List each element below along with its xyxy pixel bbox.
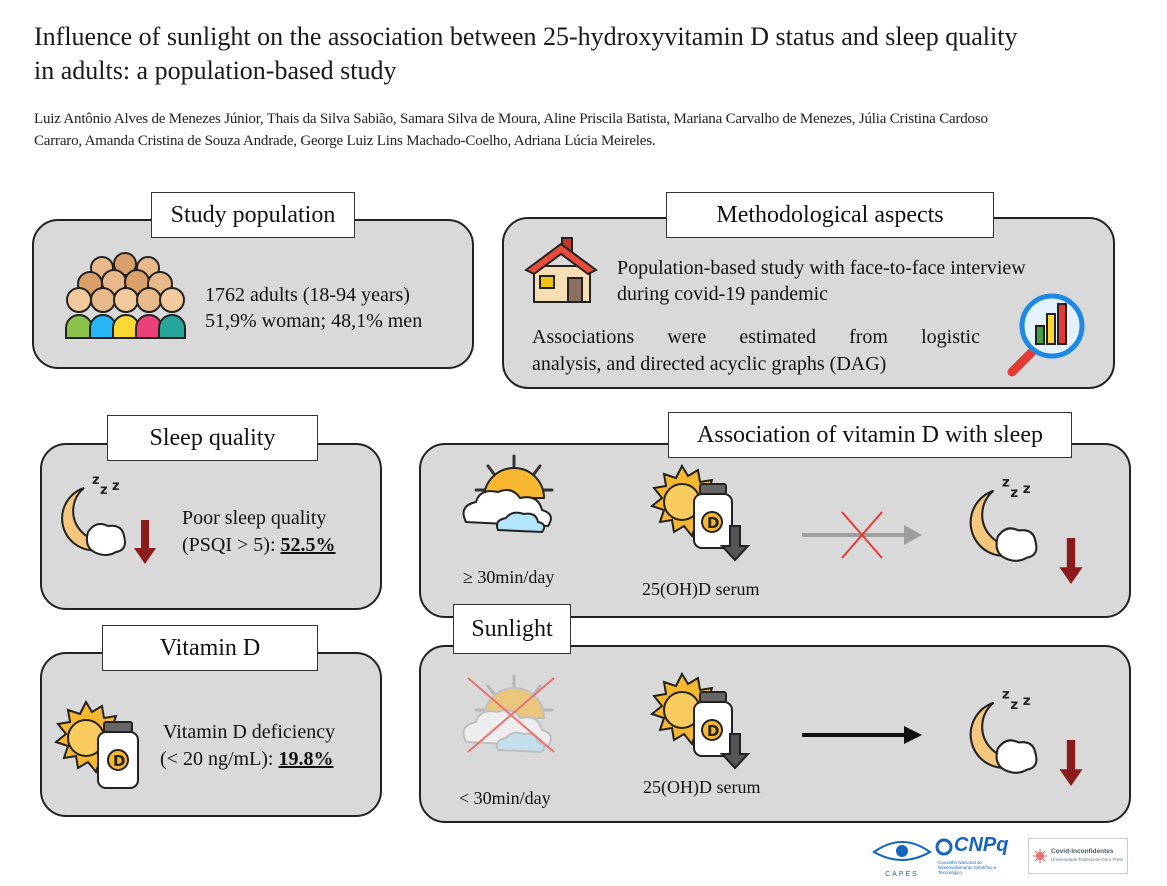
study-population-label: Study population [151,192,355,238]
sun-vitamin-icon: D [649,463,751,562]
svg-text:D: D [707,722,719,740]
svg-text:z: z [1023,693,1031,709]
methodological-panel [502,217,1115,389]
poor-sleep-value: 52.5% [280,534,336,556]
crossed-sun-cloud-icon [462,674,555,754]
svg-text:z: z [100,483,108,498]
svg-text:z: z [1002,475,1010,491]
population-count: 1762 adults (18-94 years) [205,284,410,306]
right-arrow-icon [802,726,922,744]
paper-title: Influence of sunlight on the association… [34,20,1144,88]
sun-vitamin-icon: D [53,699,139,789]
cnpq-emblem-icon [935,838,953,856]
svg-text:z: z [112,479,120,494]
capes-eye-icon [872,841,932,861]
method-line-2: during covid-19 pandemic [617,283,829,305]
cnpq-subtext: Conselho Nacional de Desenvolvimento Cie… [938,860,997,875]
vitamin-d-label: Vitamin D [102,625,318,671]
covid-subtext: Universidade Federal de Ouro Preto [1051,857,1124,862]
sunlight-serum-caption: 25(OH)D serum [643,777,761,797]
moon-sleep-icon: z z z [969,687,1038,774]
capes-text: CAPES [885,871,919,878]
people-group-icon [65,252,186,339]
vitamin-d-line-2: (< 20 ng/mL): 19.8% [160,747,334,772]
svg-text:D: D [707,514,719,532]
authors-line-1: Luiz Antônio Alves de Menezes Júnior, Th… [34,111,988,127]
sun-cloud-icon [462,454,554,534]
methodological-label: Methodological aspects [666,192,994,238]
cnpq-logo: CNPq Conselho Nacional de Desenvolviment… [935,834,1016,878]
method-line-1: Population-based study with face-to-face… [617,257,1026,279]
psqi-label: (PSQI > 5): [182,534,281,556]
magnifier-chart-icon [1007,293,1085,377]
virus-icon [1033,849,1047,863]
vitamin-d-deficiency-value: 19.8% [278,748,334,770]
title-line-1: Influence of sunlight on the association… [34,22,1018,51]
vitamin-d-line-1: Vitamin D deficiency [163,721,336,743]
sleep-quality-line-1: Poor sleep quality [182,507,327,529]
down-arrow-icon [1059,538,1083,584]
down-arrow-icon [134,520,156,564]
svg-text:z: z [92,473,100,488]
authors-line-2: Carraro, Amanda Cristina de Souza Andrad… [34,133,656,149]
svg-text:z: z [1002,687,1010,703]
sleep-quality-label: Sleep quality [107,415,318,461]
title-line-2: in adults: a population-based study [34,56,397,85]
moon-sleep-icon: z z z [61,473,126,556]
population-sex-ratio: 51,9% woman; 48,1% men [205,310,423,332]
author-list: Luiz Antônio Alves de Menezes Júnior, Th… [34,108,1144,152]
method-line-3: Associations were estimated from logisti… [532,326,980,348]
svg-text:z: z [1010,485,1018,501]
down-arrow-icon [1059,740,1083,786]
sleep-quality-line-2: (PSQI > 5): 52.5% [182,533,336,558]
covid-inconfidentes-logo: Covid-Inconfidentes Universidade Federal… [1028,838,1128,874]
svg-text:z: z [1023,481,1031,497]
crossed-arrow-icon [802,511,922,559]
sunlight-label: Sunlight [453,604,571,654]
moon-sleep-icon: z z z [969,475,1038,562]
cnpq-text: CNPq [954,834,1009,856]
vitamin-d-threshold: (< 20 ng/mL): [160,748,279,770]
association-sun-caption: ≥ 30min/day [463,567,555,587]
capes-logo: CAPES [872,836,932,878]
sunlight-sun-caption: < 30min/day [459,788,551,808]
association-label: Association of vitamin D with sleep [668,412,1072,458]
sun-vitamin-icon: D [649,671,751,770]
svg-text:z: z [1010,697,1018,713]
house-icon [524,237,598,303]
method-line-4: analysis, and directed acyclic graphs (D… [532,353,887,375]
svg-text:D: D [113,752,125,770]
association-serum-caption: 25(OH)D serum [642,579,760,599]
covid-text: Covid-Inconfidentes [1051,848,1114,855]
